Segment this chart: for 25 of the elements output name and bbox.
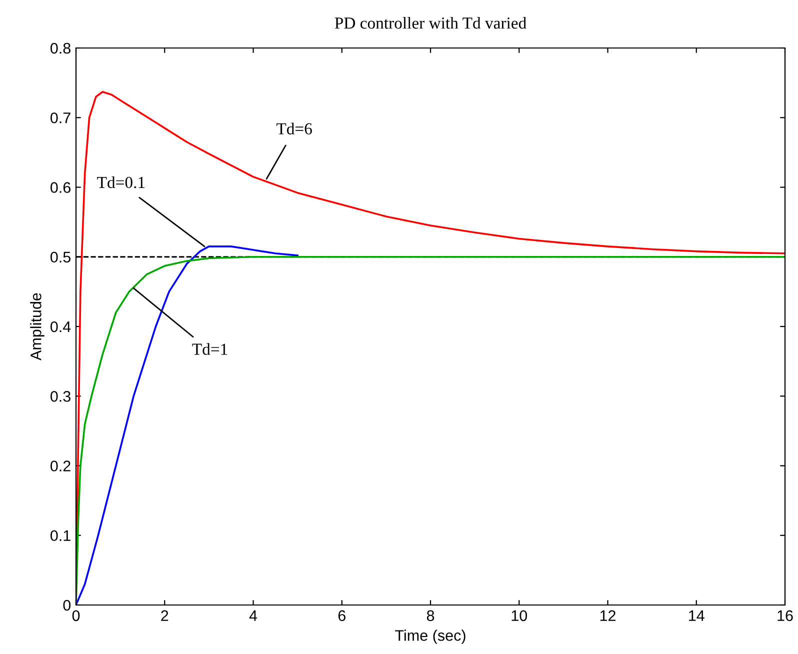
chart-title: PD controller with Td varied (334, 16, 526, 29)
y-tick-label: 0.8 (50, 42, 70, 54)
line-series (76, 246, 298, 605)
x-axis-title: Time (sec) (395, 630, 466, 644)
x-tick-label: 8 (426, 610, 434, 622)
x-tick-label: 6 (338, 610, 346, 622)
y-tick-label: 0.4 (50, 321, 71, 332)
y-tick-label: 0.2 (50, 460, 70, 472)
x-tick-label: 10 (512, 610, 528, 622)
x-tick-label: 16 (778, 610, 793, 622)
x-tick-label: 14 (689, 610, 704, 621)
y-tick-label: 0.3 (50, 390, 70, 402)
y-tick-label: 0 (63, 600, 71, 611)
y-tick-label: 0.7 (50, 112, 70, 124)
y-tick-label: 0.5 (50, 252, 70, 263)
x-tick-label: 0 (72, 610, 80, 622)
y-tick-label: 0.6 (50, 182, 70, 193)
annotation: Td=1 (192, 343, 228, 355)
annotation: Td=6 (276, 122, 312, 134)
y-axis-title: Amplitude (30, 293, 44, 360)
x-tick-label: 2 (161, 610, 168, 621)
annotation: Td=0.1 (97, 176, 145, 188)
x-tick-label: 12 (600, 610, 616, 621)
y-tick-label: 0.1 (50, 530, 70, 542)
x-tick-label: 4 (249, 610, 258, 621)
